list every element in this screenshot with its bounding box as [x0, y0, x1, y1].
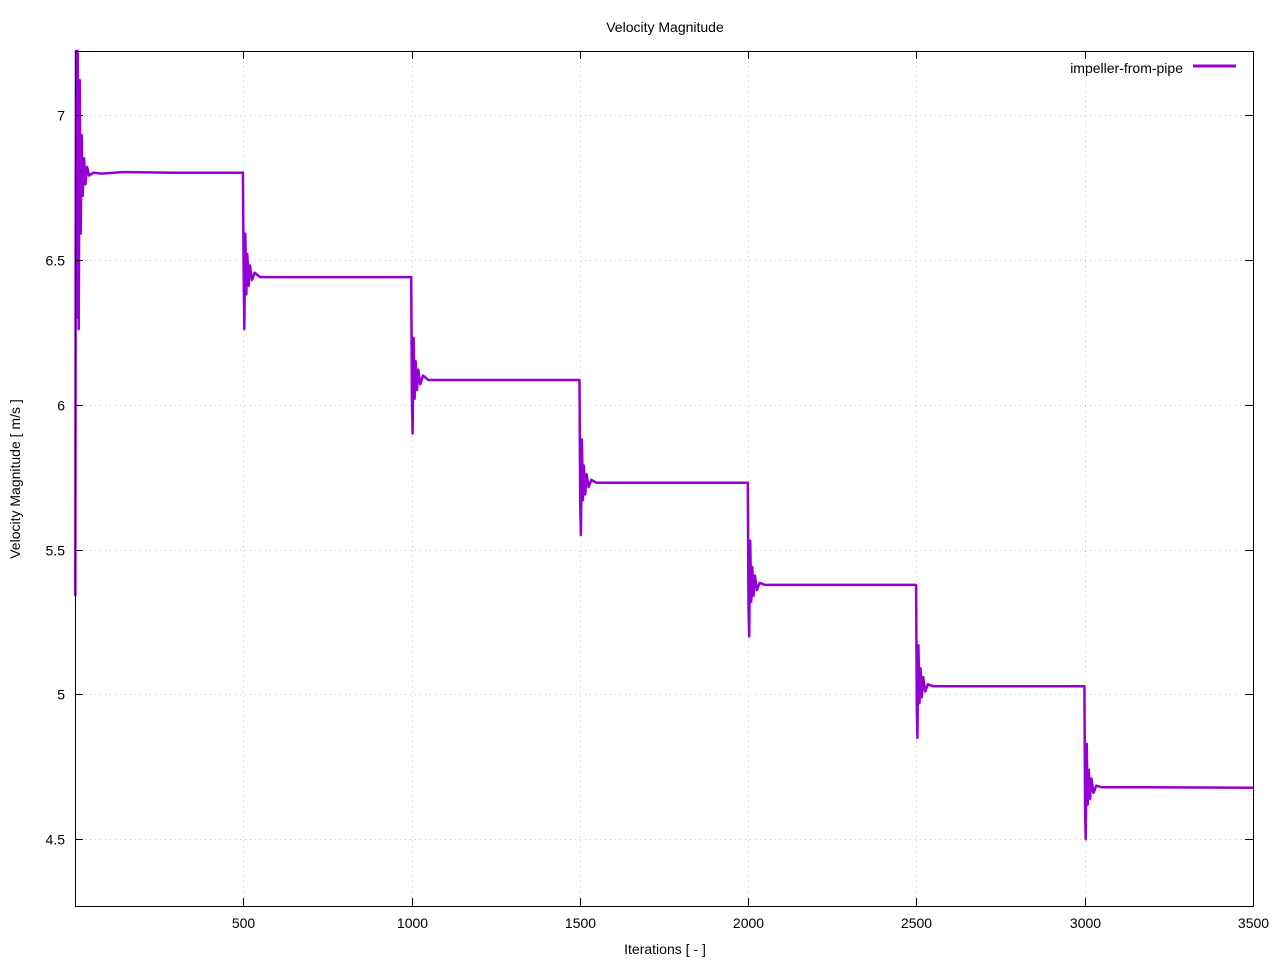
y-axis-label: Velocity Magnitude [ m/s ] [7, 399, 23, 559]
x-tick-label: 2500 [901, 915, 932, 931]
chart-title: Velocity Magnitude [606, 19, 724, 35]
series-layer [74, 49, 1254, 841]
y-axis-tick-labels: 4.5 5 5.5 6 6.5 7 [46, 108, 66, 848]
plot-frame [75, 51, 1254, 907]
y-tick-label: 5 [57, 687, 65, 703]
y-tick-label: 4.5 [46, 832, 66, 848]
axis-ticks [75, 51, 1254, 906]
x-axis-label: Iterations [ - ] [624, 941, 706, 957]
legend-label: impeller-from-pipe [1070, 60, 1183, 76]
legend: impeller-from-pipe [1070, 60, 1236, 76]
y-tick-label: 5.5 [46, 543, 66, 559]
y-tick-label: 6 [57, 398, 65, 414]
x-tick-label: 1000 [397, 915, 428, 931]
grid-lines [75, 51, 1254, 906]
x-tick-label: 2000 [733, 915, 764, 931]
y-tick-label: 7 [57, 108, 65, 124]
x-tick-label: 3000 [1070, 915, 1101, 931]
x-tick-label: 1500 [565, 915, 596, 931]
x-tick-label: 3500 [1238, 915, 1269, 931]
x-tick-label: 500 [232, 915, 256, 931]
x-axis-tick-labels: 500 1000 1500 2000 2500 3000 3500 [232, 915, 1269, 931]
series-line-impeller-from-pipe [74, 49, 1254, 841]
y-tick-label: 6.5 [46, 253, 66, 269]
